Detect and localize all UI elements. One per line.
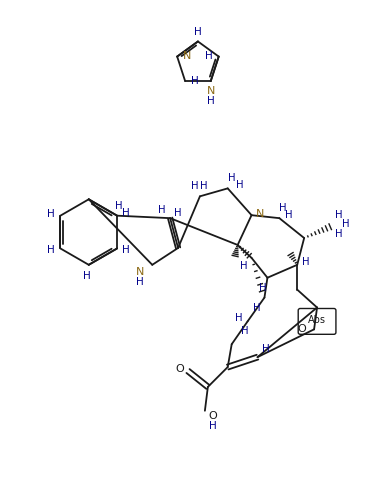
Text: H: H	[207, 96, 215, 106]
Text: H: H	[259, 283, 266, 293]
Text: H: H	[302, 257, 310, 267]
Text: N: N	[136, 267, 144, 277]
Text: H: H	[228, 173, 236, 183]
Text: H: H	[285, 210, 292, 220]
Text: H: H	[240, 261, 247, 271]
Text: H: H	[116, 201, 123, 211]
Text: N: N	[183, 50, 191, 60]
Text: H: H	[158, 205, 166, 215]
Text: H: H	[194, 26, 202, 36]
Text: N: N	[207, 86, 215, 96]
Text: O: O	[298, 324, 307, 335]
Text: H: H	[122, 245, 130, 255]
Text: H: H	[200, 181, 207, 192]
Text: Abs: Abs	[308, 315, 326, 325]
Text: H: H	[205, 50, 213, 60]
Text: O: O	[209, 411, 217, 420]
Text: H: H	[261, 344, 269, 354]
FancyBboxPatch shape	[298, 309, 336, 334]
Text: O: O	[176, 364, 184, 374]
Text: H: H	[136, 276, 144, 287]
Text: H: H	[191, 76, 199, 86]
Text: H: H	[279, 203, 286, 213]
Text: H: H	[335, 229, 343, 239]
Text: H: H	[235, 313, 242, 324]
Text: H: H	[47, 209, 54, 219]
Text: H: H	[236, 180, 243, 191]
Text: H: H	[174, 208, 182, 218]
Text: H: H	[191, 181, 199, 192]
Text: N: N	[256, 209, 264, 219]
Text: H: H	[241, 326, 249, 336]
Text: H: H	[342, 219, 350, 229]
Text: H: H	[253, 302, 260, 312]
Text: H: H	[47, 245, 54, 255]
Text: H: H	[122, 208, 130, 218]
Text: H: H	[335, 210, 343, 220]
Text: H: H	[83, 271, 91, 281]
Text: H: H	[209, 420, 217, 431]
